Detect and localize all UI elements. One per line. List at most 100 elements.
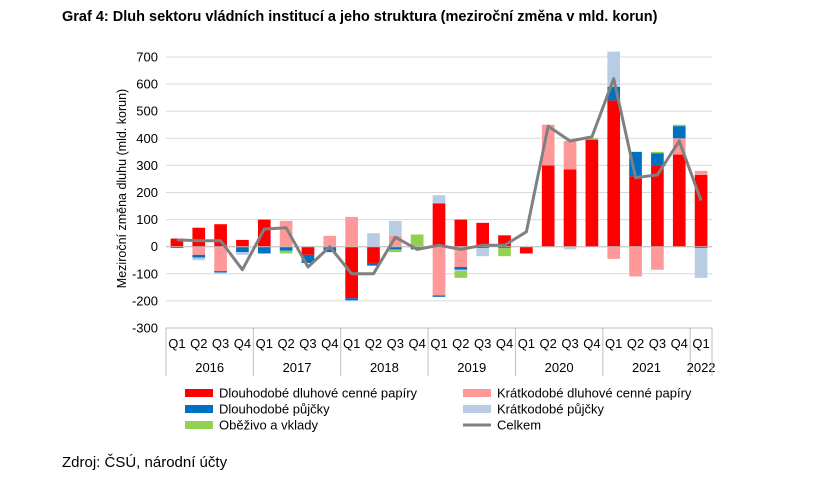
x-tick-label: Q4 (496, 336, 513, 351)
y-tick-label: 600 (136, 77, 158, 92)
y-tick-label: 400 (136, 131, 158, 146)
total-line (176, 77, 703, 276)
y-axis: -300 -200 -100 0 100 200 300 400 500 600 700 Meziro… (115, 50, 158, 336)
legend-marker (463, 405, 491, 413)
x-tick-label: Q1 (605, 336, 622, 351)
bar-segment (432, 246, 446, 296)
bar-segment (323, 235, 337, 247)
bar-segment (541, 165, 555, 247)
bar-segment (192, 227, 206, 247)
bar-segment (214, 271, 227, 273)
x-tick-label: Q2 (627, 336, 644, 351)
bar-segment (607, 100, 621, 247)
x-year-label: 2019 (457, 360, 486, 375)
x-year-label: 2017 (283, 360, 312, 375)
y-tick-label: -100 (132, 266, 158, 281)
bar-segment (192, 257, 206, 261)
x-tick-label: Q2 (190, 336, 207, 351)
source-note: Zdroj: ČSÚ, národní účty (62, 454, 228, 471)
legend-label: Dlouhodobé dluhové cenné papíry (219, 386, 418, 401)
total-line-path (176, 77, 703, 276)
legend-label: Krátkodobé dluhové cenné papíry (497, 386, 692, 401)
legend-label: Dlouhodobé půjčky (219, 402, 330, 417)
y-tick-label: 100 (136, 212, 158, 227)
bar-segment (410, 234, 424, 247)
x-year-label: 2020 (545, 360, 574, 375)
y-tick-label: 700 (136, 50, 158, 65)
bar-segment (651, 153, 664, 166)
bar-segment (367, 262, 380, 266)
bar-segment (367, 246, 380, 263)
bar-segment (694, 248, 708, 278)
bar-segment (672, 154, 686, 247)
legend-marker (185, 389, 213, 397)
bar-segment (498, 246, 511, 249)
bar-segment (192, 254, 206, 258)
x-tick-label: Q4 (583, 336, 600, 351)
bar-segment (563, 246, 577, 250)
bar-segment (694, 170, 708, 175)
bar-segment (563, 141, 577, 170)
bar-segment (345, 298, 358, 301)
legend-label: Oběživo a vklady (219, 418, 318, 433)
y-tick-label: 300 (136, 158, 158, 173)
bar-segment (585, 138, 599, 140)
bar-segment (170, 246, 184, 249)
x-axis: Q1 Q2 Q3 Q4 Q1 Q2 Q3 Q4 Q1 Q2 Q3 Q4 Q1 Q2 Q3 Q4 Q1 Q2 Q3 Q4… (165, 327, 716, 376)
legend-label: Krátkodobé půjčky (497, 402, 604, 417)
x-tick-label: Q4 (234, 336, 251, 351)
x-year-label: 2022 (687, 360, 716, 375)
x-tick-label: Q3 (299, 336, 316, 351)
bar-segment (367, 233, 380, 247)
y-tick-label: 0 (151, 239, 158, 254)
bar-segment (498, 235, 511, 247)
legend-marker (463, 389, 491, 397)
bar-segment (607, 246, 621, 259)
x-year-label: 2016 (195, 360, 224, 375)
bar-segment (388, 235, 402, 247)
bar-segment (629, 176, 642, 247)
bar-segment (301, 254, 315, 263)
bar-segment (607, 51, 621, 87)
bar-segment (345, 216, 358, 247)
x-tick-label: Q4 (321, 336, 338, 351)
x-tick-label: Q3 (387, 336, 404, 351)
bar-segment (214, 272, 227, 274)
y-tick-label: 500 (136, 104, 158, 119)
bar-segment (454, 246, 468, 268)
legend-marker (185, 421, 213, 429)
x-tick-label: Q4 (671, 336, 688, 351)
x-tick-label: Q4 (408, 336, 425, 351)
bar-segment (214, 224, 227, 247)
x-tick-label: Q1 (168, 336, 185, 351)
bar-segment (585, 139, 599, 247)
bar-segment (476, 248, 490, 257)
bar-segment (432, 195, 446, 204)
x-tick-label: Q1 (256, 336, 273, 351)
x-tick-label: Q3 (212, 336, 229, 351)
y-tick-label: -200 (132, 293, 158, 308)
x-tick-label: Q1 (692, 336, 709, 351)
bar-segment (388, 249, 402, 253)
bar-segment (498, 248, 511, 257)
bar-segment (257, 246, 271, 254)
legend-label: Celkem (497, 418, 541, 433)
bar-segment (651, 165, 664, 247)
x-tick-label: Q3 (561, 336, 578, 351)
bar-segment (651, 151, 664, 154)
bar-segment (432, 295, 446, 297)
bar-segment (629, 246, 642, 277)
legend-marker (185, 405, 213, 413)
x-tick-label: Q1 (518, 336, 535, 351)
bar-segment (672, 126, 686, 139)
bar-segment (432, 203, 446, 247)
bar-segment (651, 246, 664, 270)
x-tick-label: Q3 (649, 336, 666, 351)
bar-segment (454, 267, 468, 270)
bar-segment (236, 252, 249, 255)
x-tick-label: Q2 (365, 336, 382, 351)
y-axis-title: Meziroční změna dluhu (mld. korun) (115, 89, 129, 288)
bar-segment (236, 246, 249, 253)
x-tick-label: Q2 (452, 336, 469, 351)
